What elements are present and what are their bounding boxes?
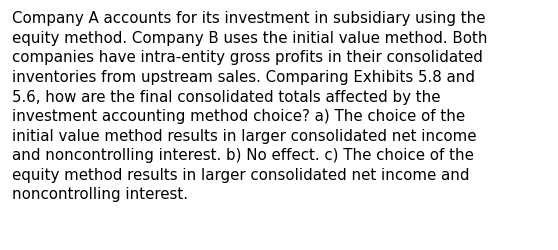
Text: Company A accounts for its investment in subsidiary using the
equity method. Com: Company A accounts for its investment in…	[12, 11, 488, 202]
